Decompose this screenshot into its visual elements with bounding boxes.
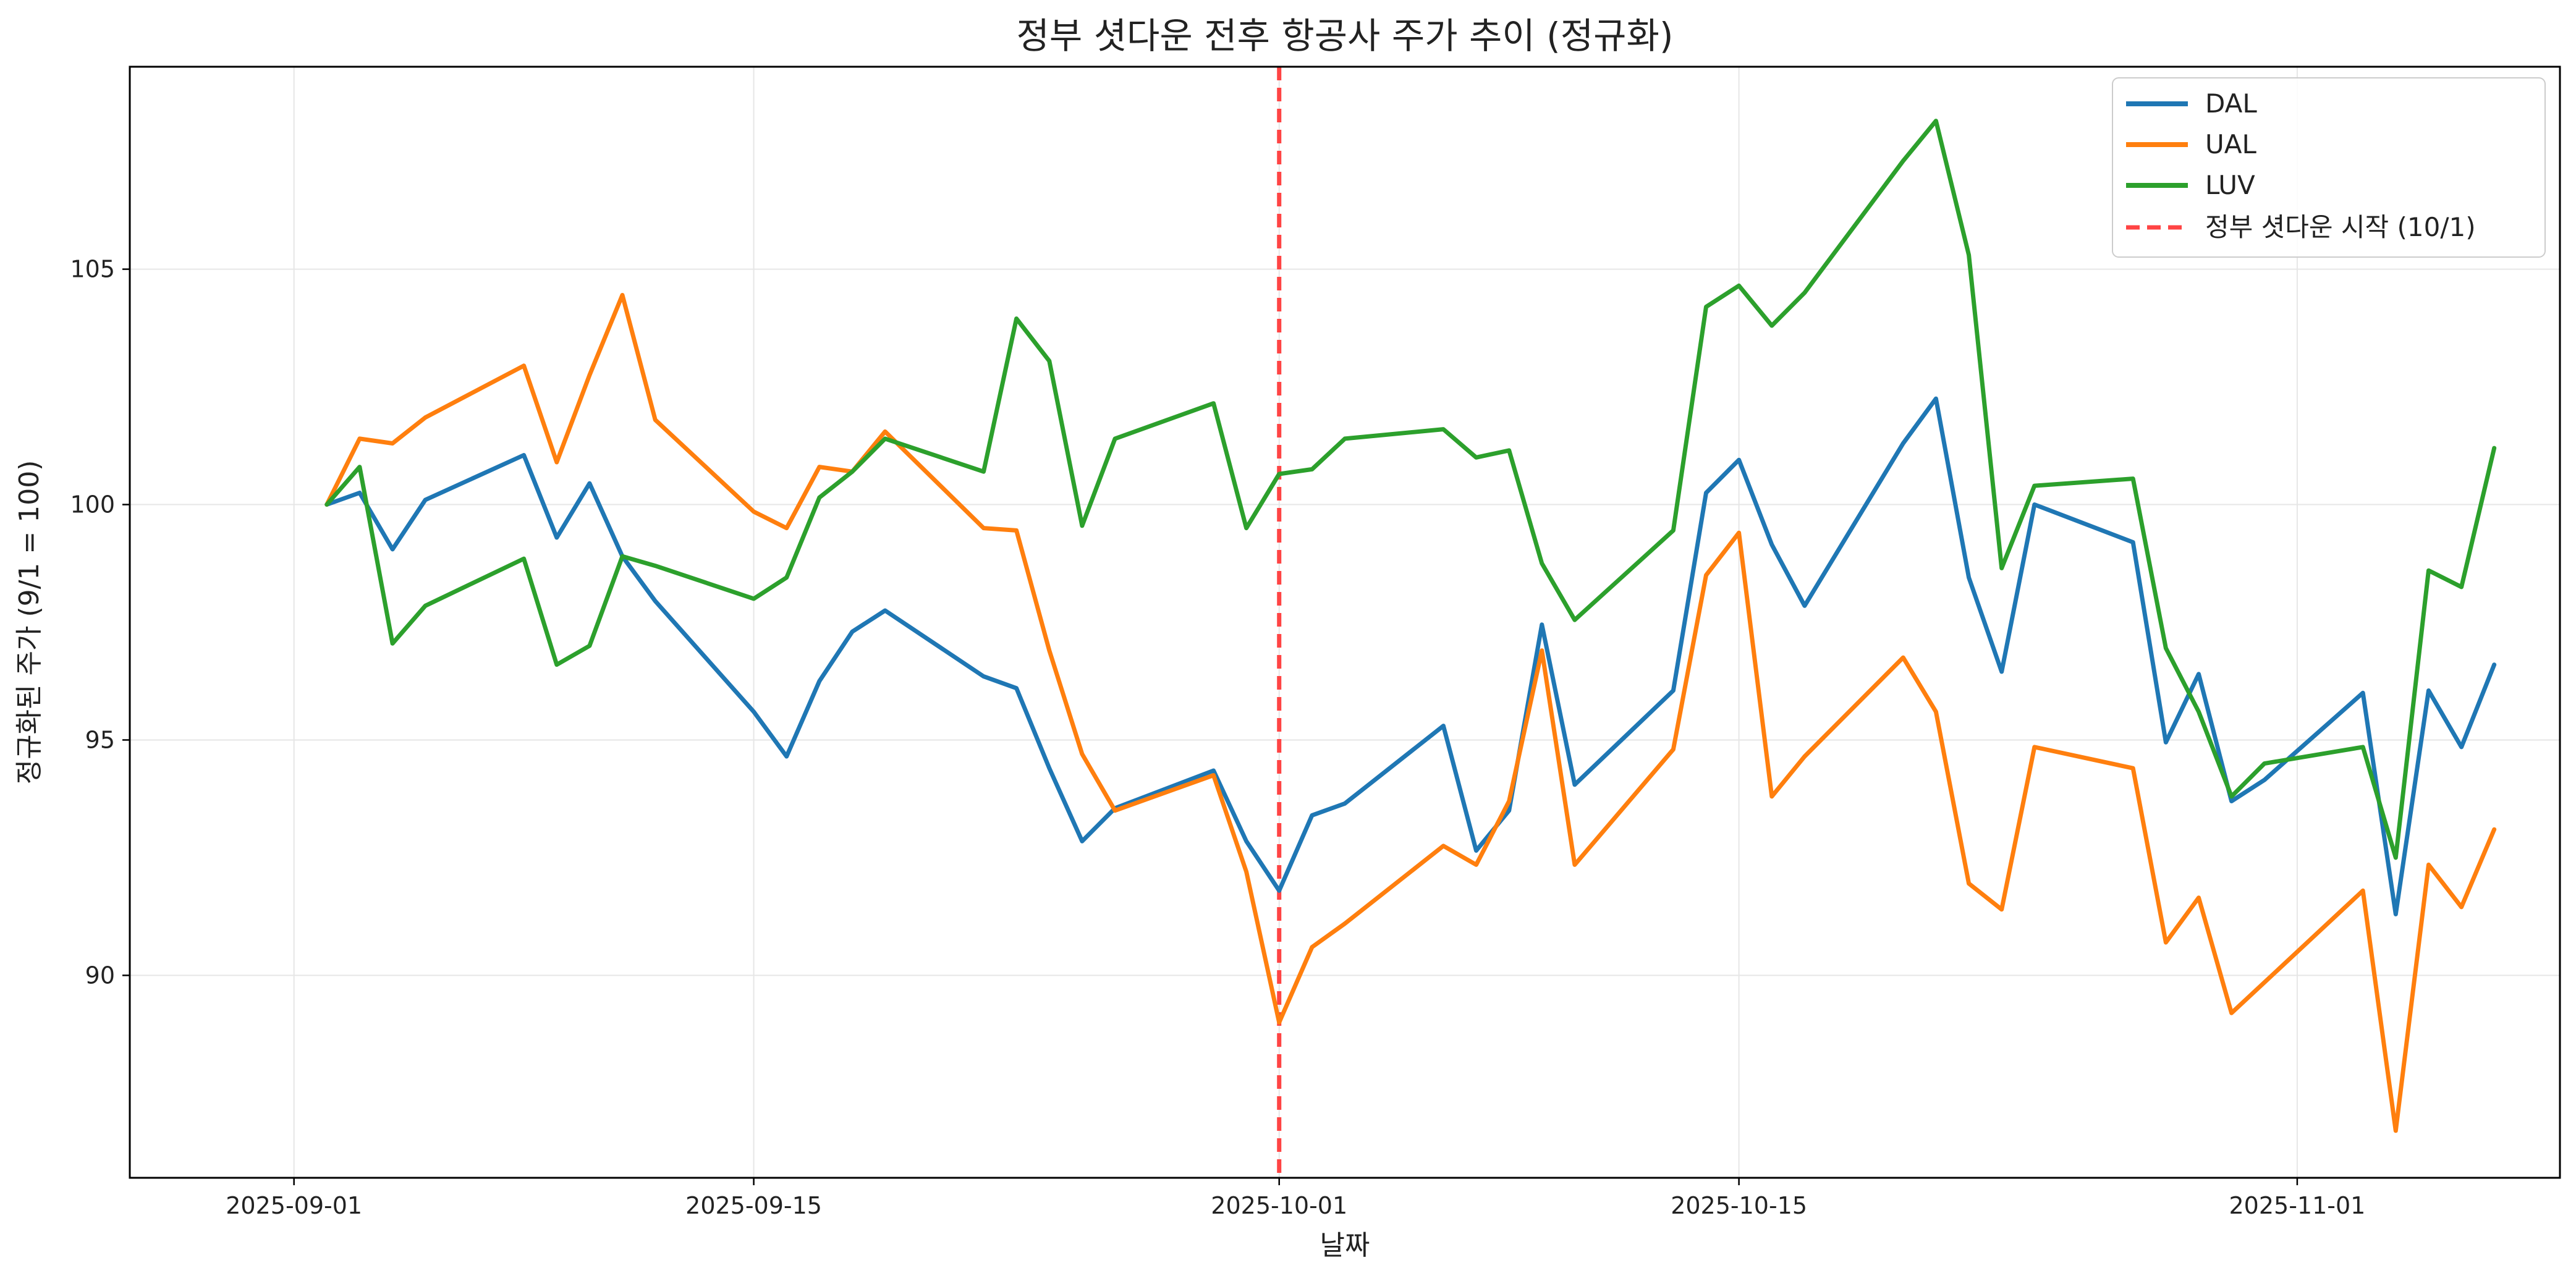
series-line-luv [324, 119, 2497, 860]
legend: DAL UAL LUV 정부 셧다운 시작 (10/1) [2112, 77, 2546, 258]
x-tick-label: 2025-11-01 [2229, 1192, 2365, 1219]
series-lines [324, 119, 2497, 1133]
y-tick-label: 95 [85, 726, 115, 753]
y-tick-label: 105 [70, 256, 115, 283]
x-tick-label: 2025-10-15 [1671, 1192, 1807, 1219]
legend-label-dal: DAL [2205, 88, 2257, 119]
y-tick-label: 100 [70, 491, 115, 518]
series-line-ual [324, 293, 2497, 1133]
legend-box [2112, 77, 2546, 258]
x-tick-label: 2025-09-15 [685, 1192, 822, 1219]
y-axis-label: 정규화된 주가 (9/1 = 100) [14, 460, 45, 785]
series-line-dal [324, 396, 2497, 916]
x-axis-label: 날짜 [1320, 1230, 1370, 1261]
plot-frame [129, 66, 2561, 1179]
chart-title: 정부 셧다운 전후 항공사 주가 추이 (정규화) [1017, 15, 1674, 57]
legend-label-ual: UAL [2205, 129, 2256, 159]
x-tick-label: 2025-10-01 [1211, 1192, 1347, 1219]
x-tick-label: 2025-09-01 [226, 1192, 362, 1219]
axis-ticks: 2025-09-01 2025-09-15 2025-10-01 2025-10-15… [70, 256, 2365, 1219]
y-tick-label: 90 [85, 962, 115, 989]
legend-label-shutdown: 정부 셧다운 시작 (10/1) [2205, 212, 2476, 242]
legend-label-luv: LUV [2205, 170, 2255, 200]
